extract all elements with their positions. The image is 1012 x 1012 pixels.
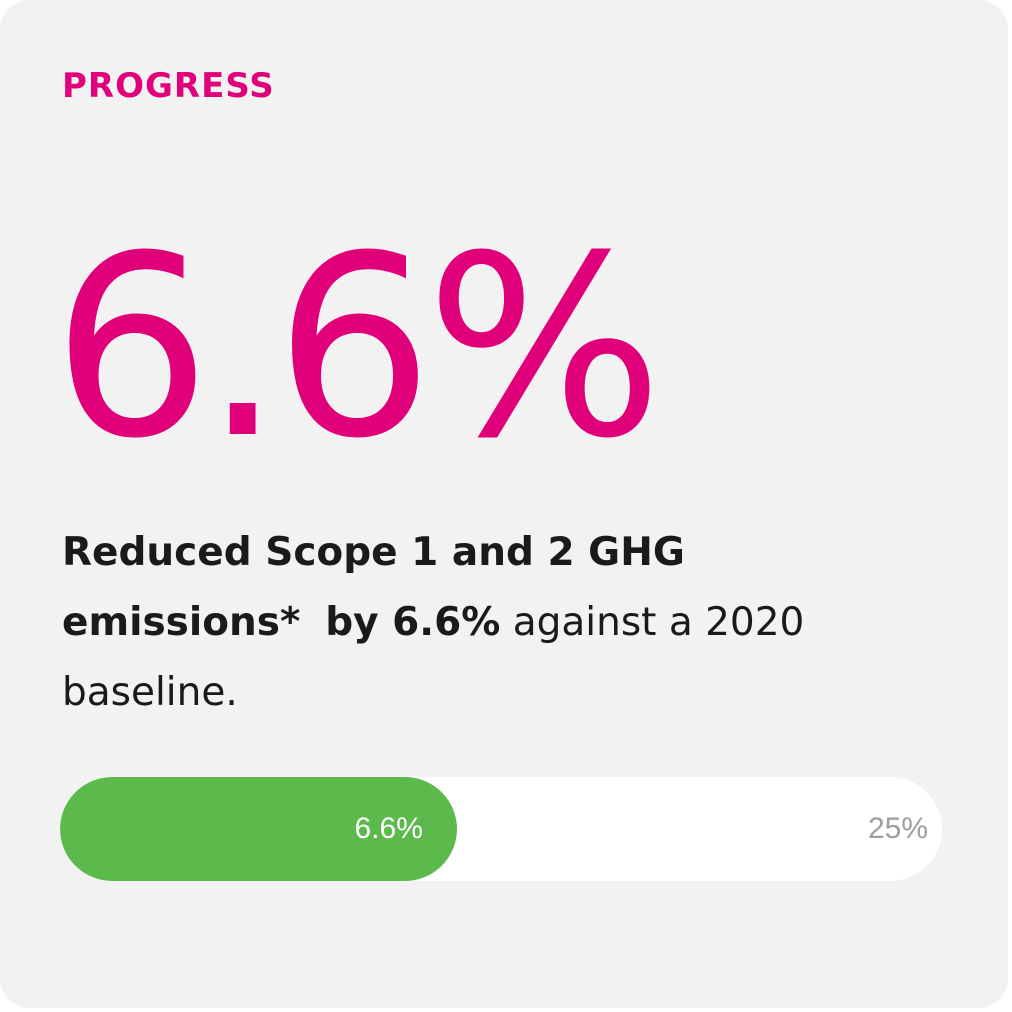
progress-bar-fill: 6.6% (60, 777, 457, 881)
progress-value-label: 6.6% (354, 812, 423, 845)
description-bold-lead: Reduced Scope 1 and 2 GHG emissions* (62, 530, 685, 645)
progress-bar-track: 6.6% 25% (60, 777, 942, 881)
section-eyebrow: PROGRESS (62, 66, 275, 106)
description-bold-value: by 6.6% (325, 600, 501, 645)
description-regular: against a 2020 baseline. (62, 600, 805, 715)
stat-description: Reduced Scope 1 and 2 GHG emissions* by … (62, 518, 902, 728)
headline-stat: 6.6% (52, 202, 663, 493)
progress-target-label: 25% (867, 812, 928, 845)
